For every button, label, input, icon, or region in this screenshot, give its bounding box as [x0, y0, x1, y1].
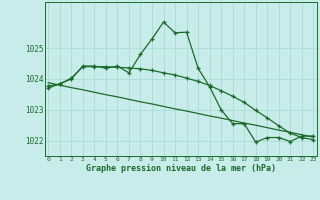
- X-axis label: Graphe pression niveau de la mer (hPa): Graphe pression niveau de la mer (hPa): [86, 164, 276, 173]
